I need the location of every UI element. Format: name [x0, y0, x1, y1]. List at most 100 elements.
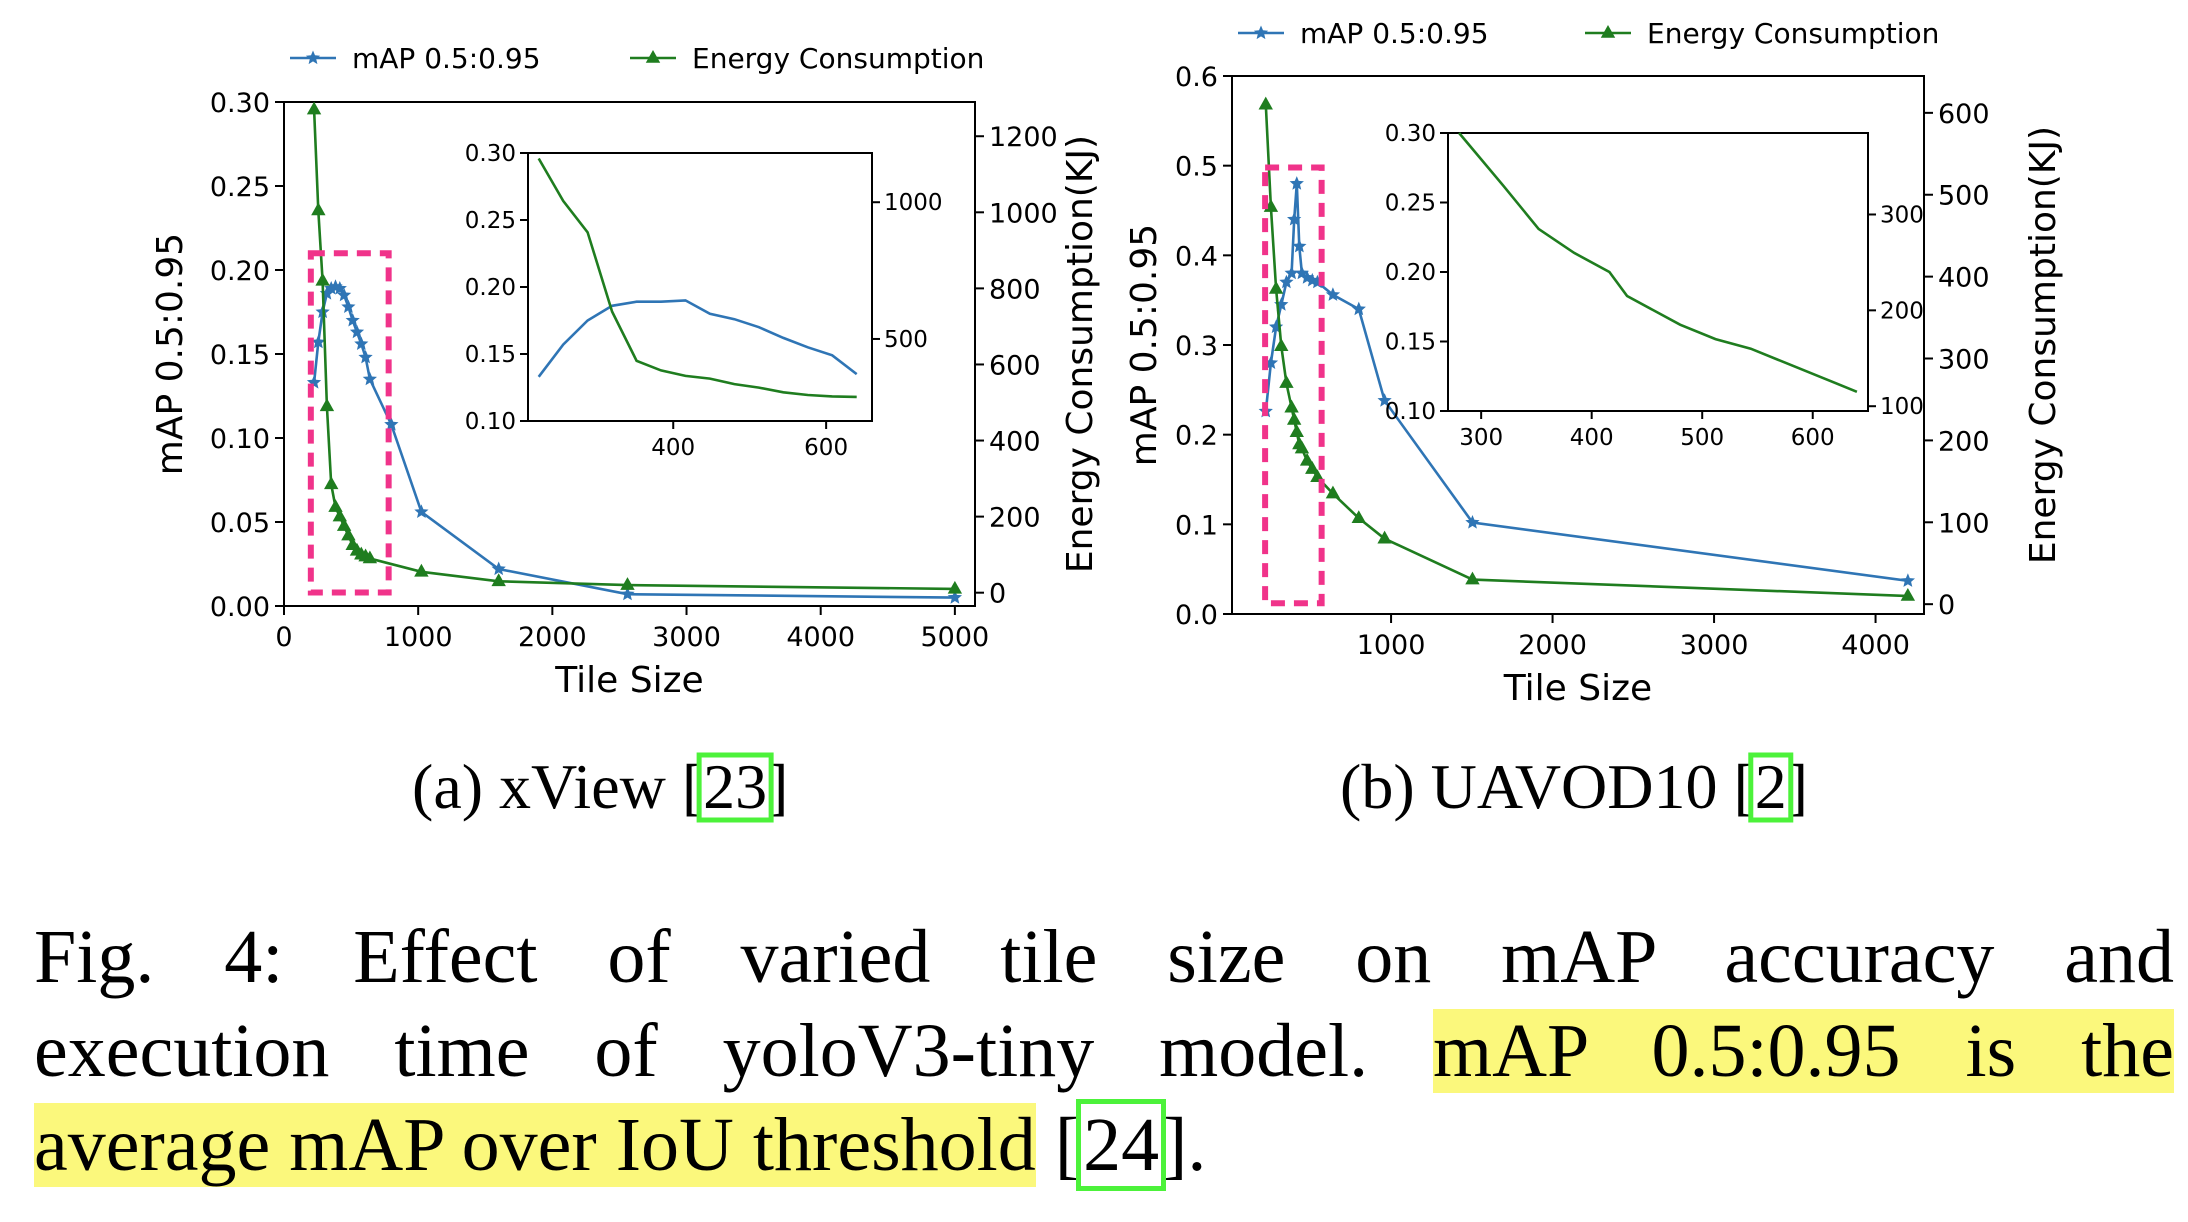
inset-y-tick-label: 0.15 [465, 342, 516, 368]
map-point [362, 371, 377, 386]
energy-point [315, 272, 330, 286]
y2-axis-label: Energy Consumption(KJ) [2023, 126, 2064, 564]
inset-x-tick-label: 400 [651, 435, 695, 461]
map-point [384, 417, 399, 431]
map-point [1351, 301, 1366, 316]
y-tick-label: 0.00 [210, 592, 270, 623]
inset-x-tick-label: 300 [1459, 425, 1503, 451]
x-axis-label: Tile Size [554, 660, 703, 701]
energy-point [1286, 411, 1302, 425]
caption-line-2: execution time of yoloV3-tiny model. mAP… [34, 1004, 2174, 1098]
energy-point [1268, 280, 1284, 294]
legend-map-label: mAP 0.5:0.95 [352, 42, 541, 75]
map-point [1465, 515, 1480, 529]
citation-box-2 [1748, 752, 1794, 823]
y2-tick-label: 300 [1938, 345, 1990, 376]
subfigure-citation-ref[interactable]: 23 [703, 751, 767, 822]
map-point [1900, 573, 1915, 587]
citation-box-23 [696, 752, 774, 823]
energy-point [332, 508, 348, 522]
y-tick-label: 0.10 [210, 424, 270, 455]
map-point [1310, 274, 1325, 289]
x-tick-label: 0 [275, 622, 292, 653]
subfigure-caption: (a) xView [23] [412, 751, 788, 822]
subfigure-caption-text: (a) xView [ [412, 751, 703, 822]
y-tick-label: 0.2 [1175, 421, 1218, 452]
caption-line-2-text: execution time of yoloV3-tiny model. [34, 1009, 1434, 1093]
caption-line-3: average mAP over IoU threshold [24]. [34, 1098, 2174, 1192]
legend-map-marker [305, 50, 321, 65]
y2-tick-label: 100 [1938, 508, 1990, 539]
energy-point [1351, 510, 1366, 523]
y2-tick-label: 500 [1938, 181, 1990, 212]
inset-y-tick-label: 0.25 [1385, 191, 1436, 217]
energy-point [1325, 485, 1341, 499]
inset-y2-tick-label: 500 [884, 327, 928, 353]
legend-energy-label: Energy Consumption [1647, 17, 1939, 50]
inset-map-line [537, 299, 858, 378]
map-point [1325, 287, 1341, 301]
inset-y-tick-label: 0.25 [465, 208, 516, 234]
energy-point [328, 499, 343, 512]
inset-x-tick-label: 600 [804, 435, 848, 461]
y2-tick-label: 1200 [989, 122, 1058, 153]
inset-y-tick-label: 0.15 [1385, 330, 1436, 356]
y-tick-label: 0.3 [1175, 331, 1218, 362]
map-point [311, 334, 326, 349]
caption-bracket-open: [ [1035, 1103, 1081, 1187]
y-tick-label: 0.20 [210, 256, 270, 287]
caption-highlight-2: average mAP over IoU threshold [34, 1103, 1036, 1187]
inset-y2-tick-label: 300 [1880, 202, 1924, 228]
citation-link-24[interactable]: 24 [1076, 1099, 1167, 1191]
subfigure-caption: (b) UAVOD10 [2] [1340, 751, 1808, 822]
energy-point [1465, 571, 1480, 585]
inset-frame [1447, 132, 1869, 412]
map-point [337, 287, 352, 302]
y-tick-label: 0.1 [1175, 510, 1218, 541]
energy-point [414, 563, 429, 577]
inset-x-tick-label: 500 [1680, 425, 1724, 451]
caption-bracket-close: ]. [1162, 1103, 1207, 1187]
inset-energy-line [537, 157, 857, 399]
x-tick-label: 1000 [1357, 630, 1426, 661]
map-point [324, 281, 339, 295]
map-point [1294, 265, 1310, 280]
subfigure-caption-text: (b) UAVOD10 [ [1340, 751, 1755, 822]
map-point [947, 590, 962, 604]
energy-point [1377, 530, 1392, 544]
energy-point [1279, 375, 1294, 388]
legend-map-marker [1253, 25, 1269, 40]
energy-point [1289, 424, 1304, 438]
energy-point [306, 101, 322, 115]
map-point [1287, 212, 1302, 226]
chart-xview: 0 1000 2000 3000 4000 50000.000.050.100.150.2… [150, 42, 1101, 823]
x-axis-label: Tile Size [1503, 668, 1652, 709]
map-point [354, 336, 369, 350]
map-point [1377, 393, 1392, 407]
energy-point [1305, 461, 1320, 474]
legend-energy-marker [645, 50, 661, 63]
x-tick-label: 3000 [652, 622, 721, 653]
map-point [1292, 238, 1307, 253]
chart-uavod10: 1000 2000 3000 4000 0.0 0.1 0.2 0.3 0.4 0.5 0.6 0 10… [1124, 17, 2064, 823]
map-point [341, 299, 356, 313]
x-tick-label: 3000 [1680, 630, 1749, 661]
map-point [414, 504, 429, 518]
energy-point [319, 398, 335, 412]
legend-energy-label: Energy Consumption [692, 42, 984, 75]
y2-tick-label: 600 [989, 350, 1041, 381]
energy-point [1310, 469, 1325, 483]
inset-chart: 300 400 500 600 0.10 0.15 0.20 0.25 0.30 100 200 30… [1385, 121, 1924, 451]
map-point [1279, 274, 1294, 289]
inset-y2-tick-label: 100 [1880, 394, 1924, 420]
y-tick-label: 0.25 [210, 172, 270, 203]
x-tick-label: 2000 [518, 622, 587, 653]
map-point [491, 561, 506, 576]
y2-tick-label: 0 [1938, 590, 1955, 621]
energy-point [336, 518, 352, 531]
subfigure-citation-ref[interactable]: 2 [1755, 751, 1787, 822]
caption-highlight-1: mAP 0.5:0.95 is the [1433, 1009, 2174, 1093]
x-tick-label: 1000 [384, 622, 453, 653]
y-tick-label: 0.0 [1175, 600, 1218, 631]
energy-point [1299, 452, 1315, 466]
